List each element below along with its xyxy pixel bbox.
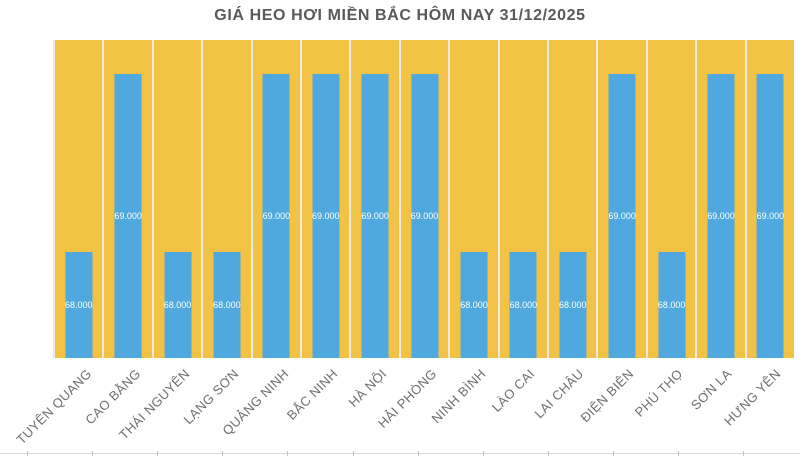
price-bar: 69.000 xyxy=(114,74,142,358)
gridline-tick xyxy=(157,451,158,456)
spreadsheet-gridline xyxy=(0,451,800,456)
x-axis-label: ĐIỆN BIÊN xyxy=(577,366,637,426)
x-axis-label: HẢI PHÒNG xyxy=(374,366,440,431)
x-axis-label: HƯNG YÊN xyxy=(721,366,784,429)
gridline-tick xyxy=(27,451,28,456)
bar-value-label: 68.000 xyxy=(657,300,686,310)
price-bar: 68.000 xyxy=(213,252,241,358)
x-axis-label: TUYÊN QUANG xyxy=(13,366,95,448)
column-track: 69.000 xyxy=(302,40,350,358)
column-track: 68.000 xyxy=(647,40,696,358)
price-bar: 69.000 xyxy=(411,74,438,358)
column-track: 69.000 xyxy=(400,40,449,358)
column-track: 69.000 xyxy=(746,40,795,358)
x-axis-label: HÀ NỘI xyxy=(345,366,390,410)
bar-value-label: 68.000 xyxy=(559,300,587,310)
gridline-tick xyxy=(418,451,419,456)
column-track: 68.000 xyxy=(55,40,103,358)
column-track: 68.000 xyxy=(153,40,202,358)
price-bar: 68.000 xyxy=(510,252,537,358)
price-bar: 69.000 xyxy=(608,74,636,358)
gridline-tick xyxy=(743,451,744,456)
x-axis-label: LẠNG SƠN xyxy=(180,366,243,428)
column-track: 69.000 xyxy=(104,40,152,358)
bar-value-label: 69.000 xyxy=(756,211,785,221)
column-track: 68.000 xyxy=(450,40,498,358)
gridline-tick xyxy=(678,451,679,456)
bar-value-label: 69.000 xyxy=(262,211,291,221)
plot-area: 68.000 69.000 68.000 68.000 69.000 69.000 69.0… xyxy=(53,40,795,358)
bar-value-label: 69.000 xyxy=(707,211,735,221)
column-track: 69.000 xyxy=(598,40,646,358)
bar-value-label: 68.000 xyxy=(509,300,538,310)
column-track: 68.000 xyxy=(499,40,548,358)
bar-value-label: 69.000 xyxy=(608,211,636,221)
price-bar: 68.000 xyxy=(65,252,92,358)
x-axis-label: LÀO CAI xyxy=(488,366,538,415)
column-track: 69.000 xyxy=(351,40,399,358)
bar-value-label: 69.000 xyxy=(410,211,439,221)
price-bar: 69.000 xyxy=(361,74,389,358)
price-bar: 69.000 xyxy=(757,74,784,358)
x-axis-label: NINH BÌNH xyxy=(428,366,489,427)
x-axis-label: THÁI NGUYÊN xyxy=(116,366,193,443)
column-track: 68.000 xyxy=(549,40,597,358)
price-bar: 68.000 xyxy=(559,252,587,358)
gridline-tick xyxy=(548,451,549,456)
x-axis-label: CAO BẰNG xyxy=(82,366,144,428)
bar-value-label: 69.000 xyxy=(361,211,389,221)
x-axis-label: PHÚ THỌ xyxy=(631,366,686,420)
price-bar: 68.000 xyxy=(658,252,685,358)
bar-value-label: 69.000 xyxy=(114,211,142,221)
column-track: 69.000 xyxy=(252,40,301,358)
price-bar: 68.000 xyxy=(460,252,488,358)
x-axis-label: LAI CHÂU xyxy=(531,366,587,422)
chart-title: GIÁ HEO HƠI MIỀN BẮC HÔM NAY 31/12/2025 xyxy=(214,7,586,24)
gridline-tick xyxy=(222,451,223,456)
bar-value-label: 68.000 xyxy=(460,300,488,310)
bar-value-label: 68.000 xyxy=(163,300,192,310)
price-bar: 69.000 xyxy=(707,74,735,358)
gridline-tick xyxy=(613,451,614,456)
x-axis-label: BẮC NINH xyxy=(283,366,341,423)
column-track: 68.000 xyxy=(203,40,251,358)
price-bar: 69.000 xyxy=(263,74,290,358)
gridline-tick xyxy=(483,451,484,456)
gridline-tick xyxy=(353,451,354,456)
gridline-tick xyxy=(287,451,288,456)
x-axis-label: SƠN LA xyxy=(687,366,735,413)
bar-value-label: 69.000 xyxy=(311,211,340,221)
bar-value-label: 68.000 xyxy=(64,300,93,310)
price-bar: 69.000 xyxy=(311,74,340,358)
x-axis-label: QUẢNG NINH xyxy=(219,366,292,439)
bar-value-label: 68.000 xyxy=(213,300,241,310)
price-bar: 68.000 xyxy=(164,252,191,358)
gridline-tick xyxy=(92,451,93,456)
column-track: 69.000 xyxy=(697,40,745,358)
